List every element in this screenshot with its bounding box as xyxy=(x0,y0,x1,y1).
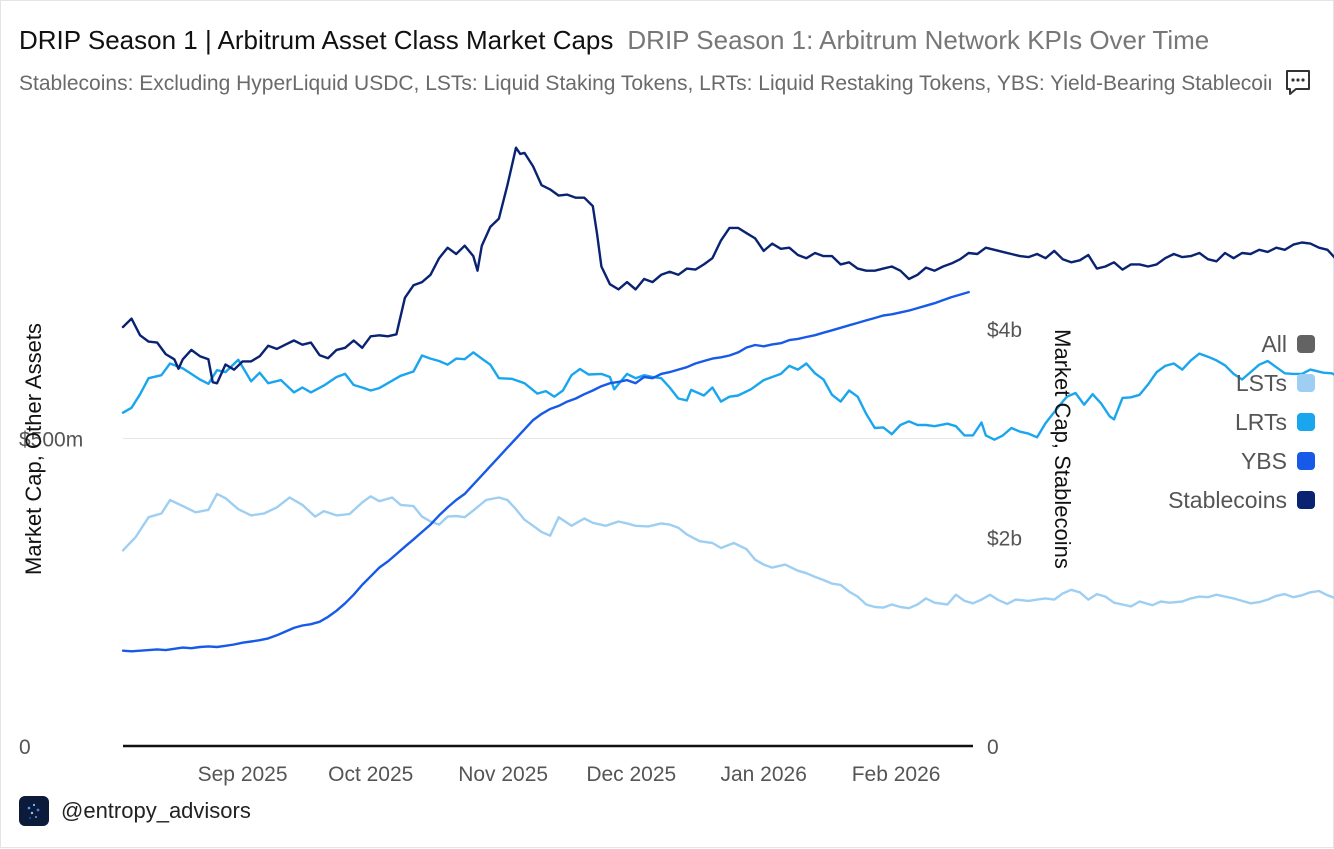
legend-item-lsts[interactable]: LSTs xyxy=(1095,370,1315,396)
x-tick-label: Jan 2026 xyxy=(720,763,806,786)
y-right-tick-label: 0 xyxy=(987,736,999,759)
series-lines xyxy=(121,146,1334,653)
legend-label: LSTs xyxy=(1235,369,1287,396)
y-left-tick-label: $500m xyxy=(19,429,83,452)
y-left-tick-label: 0 xyxy=(19,736,31,759)
series-line-stablecoins xyxy=(121,146,1334,385)
y-right-axis-title: Market Cap, Stablecoins xyxy=(1050,329,1075,569)
legend-label: Stablecoins xyxy=(1168,486,1287,513)
legend-item-all[interactable]: All xyxy=(1095,331,1315,357)
legend-swatch xyxy=(1297,374,1315,392)
legend-item-lrts[interactable]: LRTs xyxy=(1095,409,1315,435)
y-left-axis-title: Market Cap, Other Assets xyxy=(21,323,46,575)
brand-footer: @entropy_advisors xyxy=(19,796,251,826)
x-tick-label: Dec 2025 xyxy=(586,763,676,786)
legend-label: LRTs xyxy=(1235,408,1287,435)
series-line-lsts xyxy=(121,492,1334,610)
x-tick-label: Sep 2025 xyxy=(198,763,288,786)
legend-label: YBS xyxy=(1240,447,1287,474)
legend-swatch xyxy=(1297,452,1315,470)
legend-swatch xyxy=(1297,491,1315,509)
series-line-ybs xyxy=(121,290,970,653)
legend-item-stablecoins[interactable]: Stablecoins xyxy=(1095,487,1315,513)
legend-label: All xyxy=(1261,330,1287,357)
axes: 0 $500m 0 $2b $4b Market Cap, Other Assets Mar… xyxy=(19,319,1075,786)
title-row: DRIP Season 1 | Arbitrum Asset Class Mar… xyxy=(19,23,1209,57)
chart-subtitle: Stablecoins: Excluding HyperLiquid USDC,… xyxy=(19,72,1271,95)
y-right-tick-label: $4b xyxy=(987,319,1022,342)
entropy-logo-icon xyxy=(19,796,49,826)
chart-title: DRIP Season 1 | Arbitrum Asset Class Mar… xyxy=(19,25,614,55)
comment-button[interactable] xyxy=(1281,65,1315,99)
x-tick-label: Nov 2025 xyxy=(458,763,548,786)
x-tick-label: Feb 2026 xyxy=(852,763,941,786)
tab-network-kpis[interactable]: DRIP Season 1: Arbitrum Network KPIs Ove… xyxy=(627,25,1210,55)
legend: All LSTs LRTs YBS Stablecoins xyxy=(1095,331,1315,526)
legend-swatch xyxy=(1297,335,1315,353)
y-right-tick-label: $2b xyxy=(987,528,1022,551)
x-tick-label: Oct 2025 xyxy=(328,763,413,786)
brand-handle: @entropy_advisors xyxy=(61,798,251,823)
legend-swatch xyxy=(1297,413,1315,431)
series-line-lrts xyxy=(121,351,1334,441)
comment-icon xyxy=(1286,70,1310,95)
legend-item-ybs[interactable]: YBS xyxy=(1095,448,1315,474)
